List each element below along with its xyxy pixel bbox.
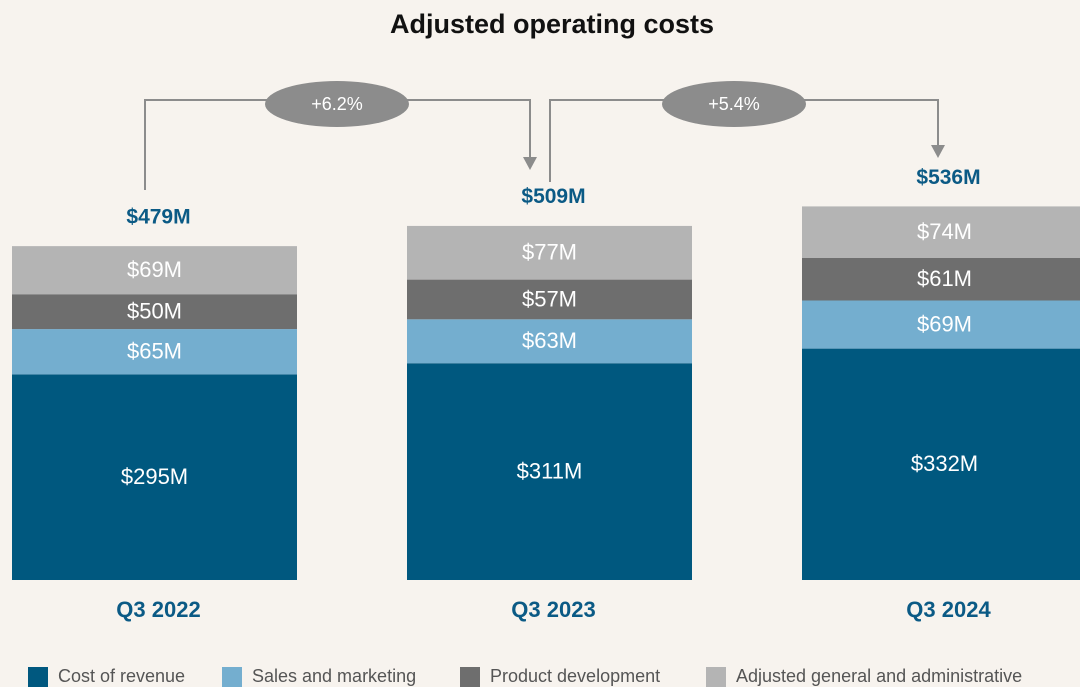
bar-segment [407, 279, 692, 320]
growth-badge [265, 81, 409, 127]
bar-segment [407, 319, 692, 364]
legend-swatch [460, 667, 480, 687]
growth-label: +5.4% [708, 94, 760, 114]
bar-segment [802, 300, 1080, 349]
bar-segment [12, 329, 297, 375]
value-label: $77M [522, 240, 577, 265]
legend-swatch [706, 667, 726, 687]
bar-segment [12, 246, 297, 295]
value-label: $65M [127, 339, 182, 364]
bar-segment [407, 225, 692, 280]
growth-badge [662, 81, 806, 127]
value-label: $74M [917, 219, 972, 244]
total-label: $509M [521, 185, 585, 208]
legend-label: Adjusted general and administrative [736, 666, 1022, 686]
x-tick-label: Q3 2023 [511, 597, 595, 622]
value-label: $63M [522, 328, 577, 353]
value-label: $295M [121, 464, 188, 489]
bar-segment [407, 363, 692, 580]
chart-title: Adjusted operating costs [390, 9, 714, 39]
bar-segment [802, 206, 1080, 258]
legend-label: Cost of revenue [58, 666, 185, 686]
x-tick-label: Q3 2022 [116, 597, 200, 622]
growth-label: +6.2% [311, 94, 363, 114]
value-label: $332M [911, 451, 978, 476]
value-label: $311M [517, 458, 583, 483]
value-label: $50M [127, 298, 182, 323]
bar-segment [802, 348, 1080, 580]
arrowhead [931, 145, 945, 158]
bar-segment [12, 294, 297, 330]
x-tick-label: Q3 2024 [906, 597, 991, 622]
value-label: $69M [127, 257, 182, 282]
bar-segment [12, 374, 297, 580]
value-label: $69M [917, 311, 972, 336]
value-label: $61M [917, 266, 972, 291]
legend-label: Product development [490, 666, 660, 686]
legend-label: Sales and marketing [252, 666, 416, 686]
bar-segment [802, 257, 1080, 301]
arrowhead [523, 157, 537, 170]
legend-swatch [28, 667, 48, 687]
legend-swatch [222, 667, 242, 687]
total-label: $536M [916, 166, 980, 189]
value-label: $57M [522, 286, 577, 311]
total-label: $479M [126, 206, 190, 229]
